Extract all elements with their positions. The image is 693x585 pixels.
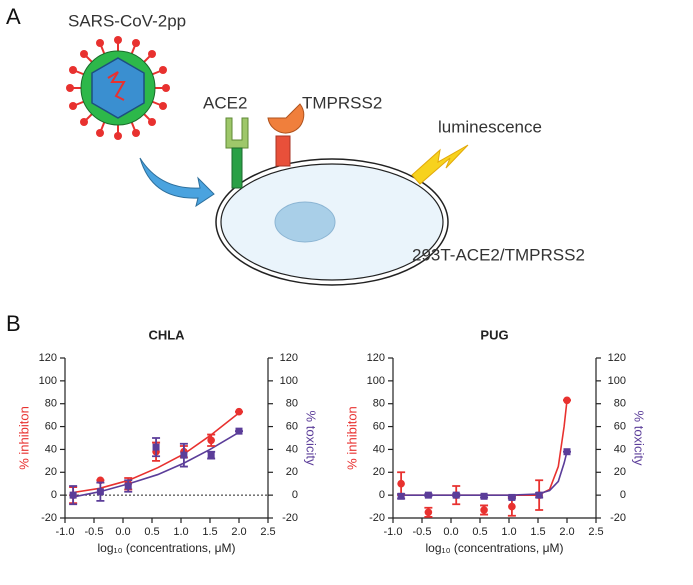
x-tick-label: 1.0 [501, 526, 516, 538]
x-tick-label: -0.5 [413, 526, 432, 538]
x-tick-label: 0.5 [144, 526, 159, 538]
fit-curve [398, 451, 568, 496]
data-point [207, 451, 215, 459]
y-tick-label: 80 [373, 398, 385, 410]
x-tick-label: 2.0 [231, 526, 246, 538]
y2-tick-label: 60 [614, 420, 626, 432]
ace2-receptor [225, 117, 249, 189]
x-tick-label: -0.5 [85, 526, 104, 538]
y2-tick-label: 120 [608, 352, 626, 364]
virus-label: SARS-CoV-2pp [68, 11, 186, 30]
nucleus [274, 201, 336, 243]
data-point [563, 448, 571, 456]
x-tick-label: -1.0 [384, 526, 403, 538]
x-axis-label: log₁₀ (concentrations, μM) [98, 541, 236, 555]
luminescence-bolt [411, 144, 469, 185]
data-point [535, 491, 543, 499]
x-tick-label: 2.5 [588, 526, 603, 538]
chart-title: CHLA [148, 327, 185, 342]
tmprss2-protease [267, 103, 305, 167]
y-tick-label: 40 [373, 443, 385, 455]
chart-title: PUG [480, 327, 508, 342]
y-tick-label: -20 [41, 512, 57, 524]
x-tick-label: -1.0 [56, 526, 75, 538]
data-point [424, 508, 433, 517]
data-point [235, 427, 243, 435]
y-tick-label: 80 [45, 398, 57, 410]
data-point [452, 491, 460, 499]
ace2-label: ACE2 [203, 93, 247, 112]
luminescence-label: luminescence [438, 117, 542, 136]
data-point [424, 491, 432, 499]
x-tick-label: 2.0 [559, 526, 574, 538]
data-point [69, 491, 77, 499]
y-tick-label: 100 [367, 375, 385, 387]
y-tick-label: 20 [45, 466, 57, 478]
y2-tick-label: 40 [614, 443, 626, 455]
y-axis-label: % inhibiton [344, 406, 359, 470]
data-point [180, 451, 188, 459]
y2-tick-label: -20 [282, 512, 298, 524]
y-tick-label: 120 [39, 352, 57, 364]
data-point [508, 502, 516, 511]
data-point [207, 436, 215, 445]
data-point [397, 479, 405, 488]
y-tick-label: 0 [51, 489, 57, 501]
entry-arrow [139, 157, 215, 208]
virus [66, 36, 170, 140]
y2-tick-label: 60 [286, 420, 298, 432]
x-tick-label: 1.5 [202, 526, 217, 538]
data-point [124, 482, 132, 490]
x-tick-label: 1.0 [173, 526, 188, 538]
data-point [563, 396, 571, 405]
y2-tick-label: 20 [614, 466, 626, 478]
x-tick-label: 1.5 [530, 526, 545, 538]
y2-tick-label: 100 [608, 375, 626, 387]
y-tick-label: 100 [39, 375, 57, 387]
x-tick-label: 2.5 [260, 526, 275, 538]
cell-label: 293T-ACE2/TMPRSS2 [412, 245, 585, 264]
tmprss2-label: TMPRSS2 [302, 93, 382, 112]
x-tick-label: 0.5 [472, 526, 487, 538]
y2-axis-label: % toxicity [632, 411, 647, 466]
data-point [397, 492, 405, 500]
data-point [508, 493, 516, 501]
y-tick-label: 60 [373, 420, 385, 432]
y2-tick-label: 80 [614, 398, 626, 410]
y2-tick-label: 100 [280, 375, 298, 387]
y-tick-label: 120 [367, 352, 385, 364]
panel-label: A [6, 4, 21, 29]
y-tick-label: -20 [369, 512, 385, 524]
y-tick-label: 20 [373, 466, 385, 478]
x-axis-label: log₁₀ (concentrations, μM) [426, 541, 564, 555]
data-point [480, 492, 488, 500]
y2-axis-label: % toxicity [304, 411, 319, 466]
y2-tick-label: 40 [286, 443, 298, 455]
data-point [96, 488, 104, 496]
y2-tick-label: 0 [292, 489, 298, 501]
data-point [480, 506, 488, 514]
cell-membrane [215, 158, 449, 286]
y2-tick-label: -20 [610, 512, 626, 524]
y2-tick-label: 120 [280, 352, 298, 364]
y2-tick-label: 80 [286, 398, 298, 410]
data-point [235, 407, 243, 416]
y2-tick-label: 20 [286, 466, 298, 478]
y-axis-label: % inhibiton [16, 406, 31, 470]
x-tick-label: 0.0 [443, 526, 458, 538]
x-tick-label: 0.0 [115, 526, 130, 538]
data-point [152, 443, 160, 451]
y-tick-label: 0 [379, 489, 385, 501]
panel-label: B [6, 311, 21, 336]
y-tick-label: 60 [45, 420, 57, 432]
y-tick-label: 40 [45, 443, 57, 455]
y2-tick-label: 0 [620, 489, 626, 501]
